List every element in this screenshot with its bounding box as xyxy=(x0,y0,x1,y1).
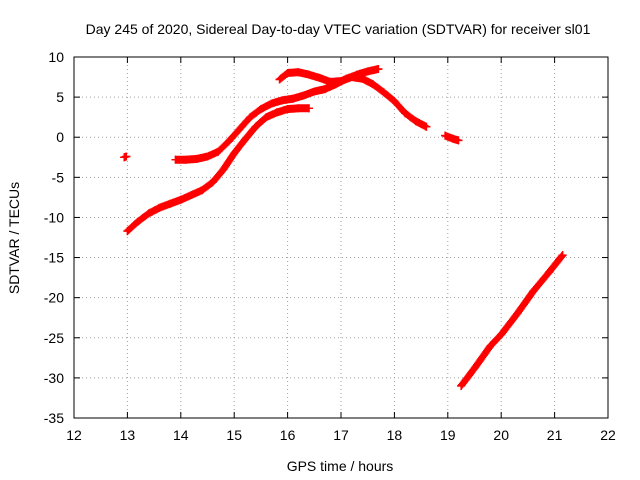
y-axis-label: SDTVAR / TECUs xyxy=(6,182,22,294)
x-tick-label: 12 xyxy=(66,427,82,443)
series-f xyxy=(457,251,567,390)
data-point xyxy=(545,267,554,276)
data-point xyxy=(390,97,399,106)
data-point xyxy=(192,154,201,163)
data-point xyxy=(411,117,420,126)
data-point xyxy=(401,109,410,118)
data-point xyxy=(208,178,217,187)
data-point xyxy=(171,155,180,164)
data-point xyxy=(144,209,153,218)
data-point xyxy=(256,105,265,114)
data-point xyxy=(304,104,313,113)
data-point xyxy=(457,381,466,390)
series-e xyxy=(441,131,463,145)
data-point xyxy=(122,152,131,161)
data-point xyxy=(262,113,271,122)
data-point xyxy=(176,195,185,204)
data-point xyxy=(267,99,276,108)
data-point xyxy=(497,330,506,339)
data-point xyxy=(278,96,287,105)
x-tick-label: 21 xyxy=(547,427,563,443)
series-b xyxy=(123,104,313,236)
data-point xyxy=(224,137,233,146)
series-a xyxy=(120,152,131,162)
y-tick-label: -10 xyxy=(44,209,64,225)
data-point xyxy=(529,287,538,296)
data-point xyxy=(337,77,345,86)
data-point xyxy=(182,155,191,164)
data-point xyxy=(369,80,378,89)
y-tick-label: -15 xyxy=(44,250,64,266)
data-point xyxy=(347,73,356,82)
x-tick-label: 18 xyxy=(387,427,403,443)
data-point xyxy=(358,74,367,83)
x-tick-label: 17 xyxy=(333,427,349,443)
data-point xyxy=(379,88,388,97)
data-point xyxy=(422,122,431,131)
data-point xyxy=(363,67,372,76)
data-point xyxy=(251,122,260,131)
data-point xyxy=(272,108,281,117)
data-point xyxy=(166,199,175,208)
data-point xyxy=(219,165,228,174)
data-point xyxy=(486,341,495,350)
y-tick-label: 10 xyxy=(48,49,64,65)
data-point xyxy=(235,125,244,134)
data-point xyxy=(326,77,335,86)
data-point xyxy=(123,227,132,236)
data-point xyxy=(374,65,383,74)
data-point xyxy=(283,105,292,114)
data-point xyxy=(558,251,567,260)
data-point xyxy=(441,131,450,140)
data-point xyxy=(304,70,313,79)
data-point xyxy=(294,68,303,77)
x-tick-label: 20 xyxy=(493,427,509,443)
y-tick-label: 0 xyxy=(56,129,64,145)
data-point xyxy=(246,113,255,122)
data-point xyxy=(310,87,319,96)
data-layer xyxy=(120,65,567,390)
data-point xyxy=(294,104,303,113)
y-tick-label: -30 xyxy=(44,370,64,386)
data-point xyxy=(187,190,196,199)
x-tick-label: 13 xyxy=(120,427,136,443)
data-point xyxy=(240,135,249,144)
grid-layer xyxy=(74,57,608,418)
data-point xyxy=(198,186,207,195)
y-tick-label: 5 xyxy=(56,89,64,105)
data-point xyxy=(320,85,329,94)
x-tick-label: 15 xyxy=(226,427,242,443)
chart-title: Day 245 of 2020, Sidereal Day-to-day VTE… xyxy=(86,21,591,37)
x-tick-label: 19 xyxy=(440,427,456,443)
data-point xyxy=(315,73,324,82)
data-point xyxy=(470,364,479,373)
data-point xyxy=(288,94,297,103)
data-point xyxy=(513,309,522,318)
y-tick-label: -20 xyxy=(44,290,64,306)
data-point xyxy=(275,75,284,84)
data-point xyxy=(299,91,308,100)
series-d xyxy=(275,68,431,131)
data-point xyxy=(214,147,223,156)
data-point xyxy=(134,217,143,226)
tick-layer: 12 13 14 15 16 17 18 19 20 21 22 -35 -30 -25 -20 -15 -10… xyxy=(44,49,616,443)
x-tick-label: 16 xyxy=(280,427,296,443)
data-point xyxy=(454,136,463,145)
y-tick-label: -5 xyxy=(52,169,65,185)
y-tick-label: -35 xyxy=(44,410,64,426)
x-tick-label: 22 xyxy=(600,427,616,443)
data-point xyxy=(230,149,239,158)
data-point xyxy=(203,152,212,161)
data-point xyxy=(449,134,458,143)
data-point xyxy=(283,69,292,78)
x-tick-label: 14 xyxy=(173,427,189,443)
y-tick-label: -25 xyxy=(44,330,64,346)
x-axis-label: GPS time / hours xyxy=(287,458,394,474)
data-point xyxy=(155,203,164,212)
